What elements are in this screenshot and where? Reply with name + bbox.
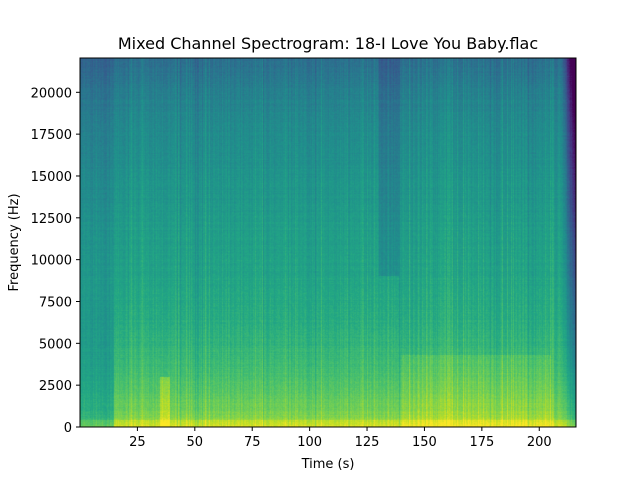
- x-tick-label: 125: [355, 435, 380, 450]
- x-tick-label: 75: [244, 435, 261, 450]
- y-tick-label: 20000: [31, 86, 72, 101]
- plot-area: [79, 57, 577, 428]
- spectrogram-heatmap: [80, 58, 576, 427]
- plot-frame: [79, 57, 577, 428]
- y-tick-label: 7500: [39, 295, 72, 310]
- y-tick-label: 5000: [39, 337, 72, 352]
- y-tick-label: 15000: [31, 170, 72, 185]
- y-axis-label: Frequency (Hz): [7, 193, 22, 291]
- x-tick-label: 150: [412, 435, 437, 450]
- y-tick-label: 10000: [31, 254, 72, 269]
- x-tick-label: 25: [129, 435, 146, 450]
- chart-title: Mixed Channel Spectrogram: 18-I Love You…: [118, 34, 538, 53]
- y-tick-label: 17500: [31, 128, 72, 143]
- x-tick-label: 50: [187, 435, 204, 450]
- y-tick-label: 2500: [39, 379, 72, 394]
- x-tick-label: 200: [527, 435, 552, 450]
- x-axis: 25 50 75 100 125 150 175 200: [129, 427, 552, 450]
- x-axis-label: Time (s): [301, 457, 355, 472]
- x-tick-label: 100: [297, 435, 322, 450]
- x-tick-label: 175: [469, 435, 494, 450]
- y-tick-label: 0: [64, 421, 72, 436]
- y-tick-label: 12500: [31, 212, 72, 227]
- y-axis: 0 2500 5000 7500 10000 12500 15000 17500 20000: [31, 86, 80, 436]
